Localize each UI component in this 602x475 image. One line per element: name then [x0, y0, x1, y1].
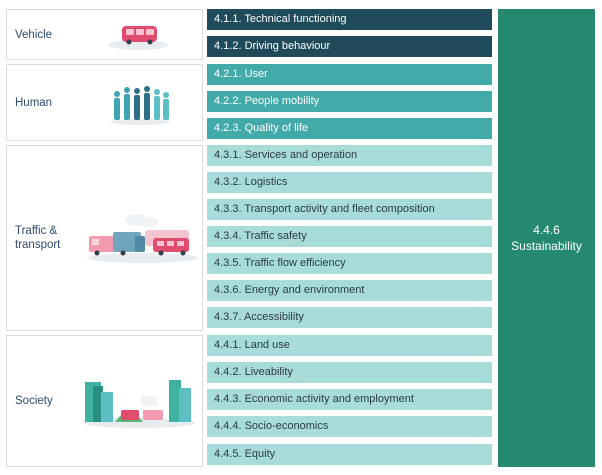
- section-traffic: Traffic & transport: [6, 145, 203, 331]
- bar-4-3-4: 4.3.4. Traffic safety: [207, 226, 492, 247]
- bar-4-4-1: 4.4.1. Land use: [207, 335, 492, 356]
- sustainability-number: 4.4.6: [533, 223, 560, 237]
- trucks-and-buses-illustration-icon: [88, 214, 198, 263]
- section-label-traffic-line1: Traffic &: [15, 225, 58, 237]
- section-label-society: Society: [15, 395, 53, 407]
- bar-4-3-3: 4.3.3. Transport activity and fleet comp…: [207, 199, 492, 220]
- bar-4-4-3: 4.4.3. Economic activity and employment: [207, 389, 492, 410]
- section-human: Human: [6, 64, 203, 141]
- section-society: Society: [6, 335, 203, 467]
- bar-4-4-5: 4.4.5. Equity: [207, 444, 492, 465]
- bar-4-2-2: 4.2.2. People mobility: [207, 91, 492, 112]
- section-label-vehicle: Vehicle: [15, 28, 53, 41]
- sustainability-block: 4.4.6 Sustainability: [498, 9, 595, 467]
- bar-4-2-3: 4.2.3. Quality of life: [207, 118, 492, 139]
- sustainability-label: Sustainability: [511, 239, 582, 253]
- people-group-illustration-icon: [110, 86, 170, 125]
- bus-illustration-icon: [108, 26, 168, 50]
- section-vehicle: Vehicle: [6, 9, 203, 60]
- bar-4-3-6: 4.3.6. Energy and environment: [207, 280, 492, 301]
- bar-4-4-2: 4.4.2. Liveability: [207, 362, 492, 383]
- bar-4-3-1: 4.3.1. Services and operation: [207, 145, 492, 166]
- city-skyline-illustration-icon: [83, 380, 195, 428]
- bar-4-4-4: 4.4.4. Socio-economics: [207, 416, 492, 437]
- bar-4-3-2: 4.3.2. Logistics: [207, 172, 492, 193]
- section-label-traffic-line2: transport: [15, 239, 61, 251]
- bar-4-2-1: 4.2.1. User: [207, 64, 492, 85]
- bar-4-3-5: 4.3.5. Traffic flow efficiency: [207, 253, 492, 274]
- bar-4-1-2: 4.1.2. Driving behaviour: [207, 36, 492, 57]
- section-label-traffic: Traffic & transport: [15, 224, 75, 252]
- bar-4-1-1: 4.1.1. Technical functioning: [207, 9, 492, 30]
- bar-4-3-7: 4.3.7. Accessibility: [207, 307, 492, 328]
- section-label-human: Human: [15, 96, 53, 109]
